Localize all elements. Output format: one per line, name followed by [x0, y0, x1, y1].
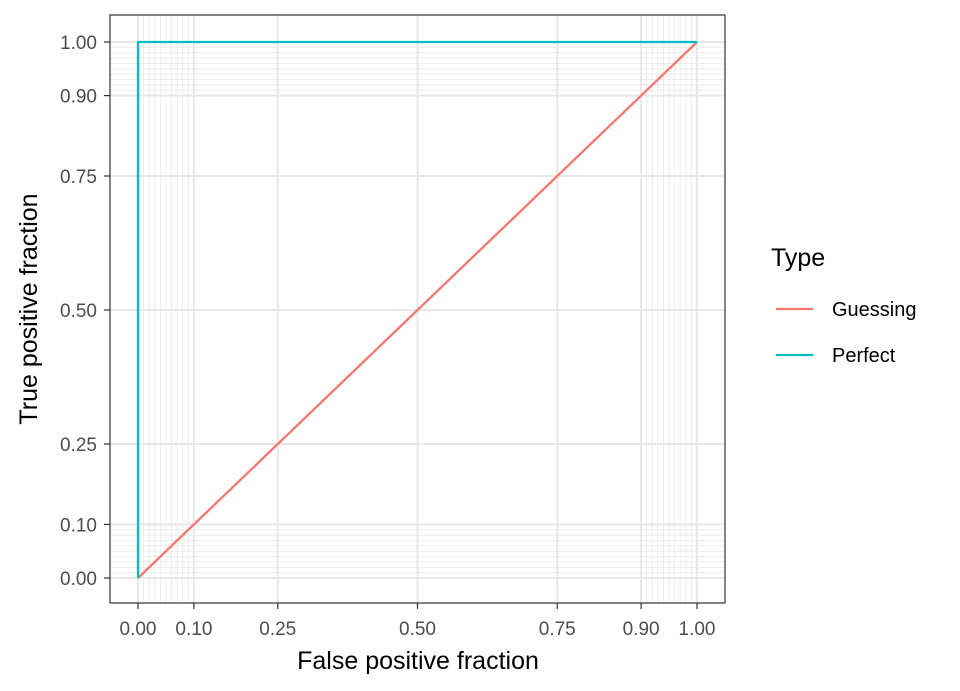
x-tick-label: 0.75 [539, 619, 576, 640]
x-tick-label: 0.90 [623, 619, 660, 640]
y-tick-label: 0.90 [60, 87, 97, 108]
legend-items: Guessing Perfect [776, 299, 917, 367]
x-tick-label: 0.10 [175, 619, 212, 640]
series-line-guessing [137, 41, 698, 579]
series-line-perfect [136, 40, 697, 578]
y-tick-label: 1.00 [60, 33, 97, 54]
y-axis-title: True positive fraction [15, 193, 43, 424]
grid [110, 15, 725, 603]
x-axis: 0.00 0.10 0.25 0.50 0.75 0.90 1.00 [120, 603, 716, 640]
series-lines [136, 40, 698, 579]
y-axis: 0.00 0.10 0.25 0.50 0.75 0.90 1.00 [60, 33, 110, 590]
y-tick-label: 0.10 [60, 515, 97, 536]
y-tick-label: 0.75 [60, 167, 97, 188]
x-tick-label: 1.00 [679, 619, 716, 640]
x-tick-label: 0.25 [259, 619, 296, 640]
x-axis-title: False positive fraction [297, 647, 539, 675]
x-tick-label: 0.00 [120, 619, 157, 640]
legend-label-perfect: Perfect [832, 345, 896, 367]
y-tick-label: 0.50 [60, 301, 97, 322]
y-tick-label: 0.00 [60, 569, 97, 590]
legend-label-guessing: Guessing [832, 299, 917, 321]
x-tick-label: 0.50 [399, 619, 436, 640]
y-tick-label: 0.25 [60, 435, 97, 456]
legend: Type Guessing Perfect [771, 244, 917, 367]
legend-title: Type [771, 244, 825, 272]
